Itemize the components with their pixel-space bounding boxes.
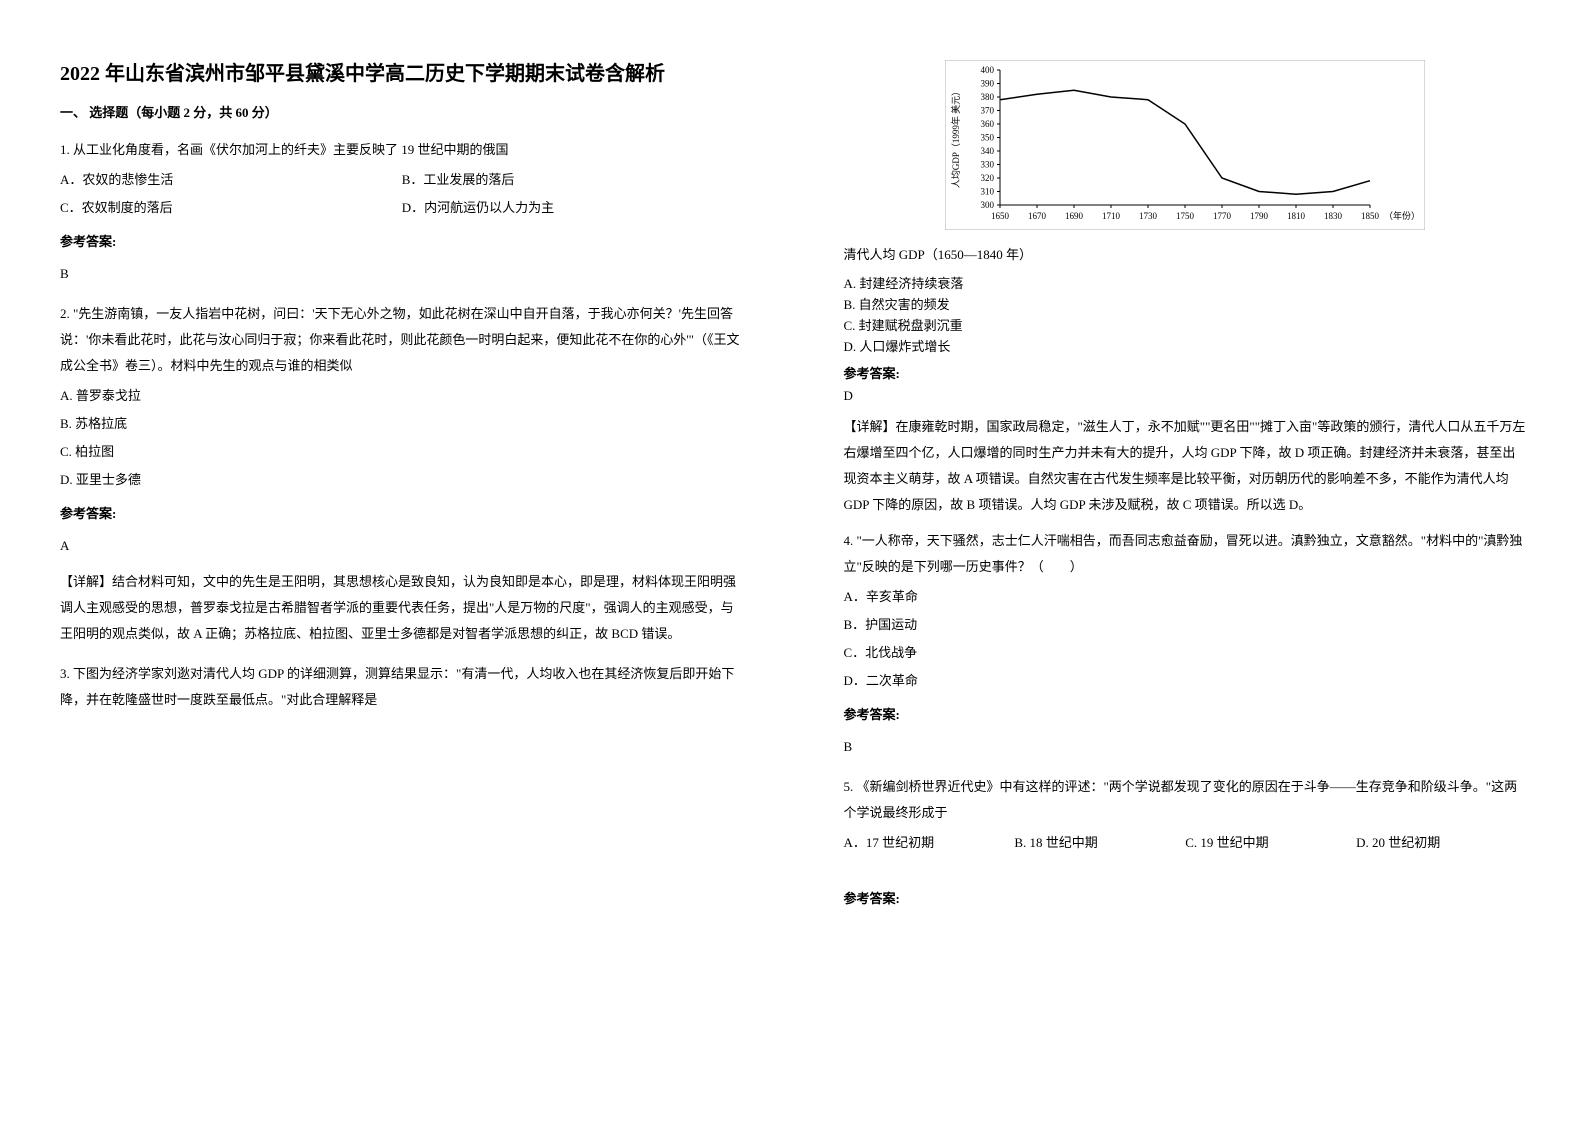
q2-option-d: D. 亚里士多德 [60,467,744,493]
q3-option-b: B. 自然灾害的频发 [844,294,1528,313]
q4-answer-label: 参考答案: [844,702,1528,728]
q3-option-c: C. 封建赋税盘剥沉重 [844,315,1528,334]
right-column: 300 310 320 330 340 350 360 370 380 390 400 1650 167… [794,0,1587,1122]
svg-text:1730: 1730 [1139,211,1158,221]
svg-text:300: 300 [981,200,995,210]
svg-text:330: 330 [981,160,995,170]
svg-text:370: 370 [981,106,995,116]
section-header: 一、 选择题（每小题 2 分，共 60 分） [60,102,744,121]
q1-text: 1. 从工业化角度看，名画《伏尔加河上的纤夫》主要反映了 19 世纪中期的俄国 [60,137,744,163]
q3-option-a: A. 封建经济持续衰落 [844,273,1528,292]
q2-explanation: 【详解】结合材料可知，文中的先生是王阳明，其思想核心是致良知，认为良知即是本心，… [60,569,744,647]
q2-option-c: C. 柏拉图 [60,439,744,465]
q2-answer: A [60,533,744,559]
q5-option-a: A．17 世纪初期 [844,830,1015,856]
question-3-intro: 3. 下图为经济学家刘逖对清代人均 GDP 的详细测算，测算结果显示："有清一代… [60,661,744,713]
svg-text:人均GDP（1999年 美元）: 人均GDP（1999年 美元） [950,87,961,188]
q4-option-b: B．护国运动 [844,612,1528,638]
svg-text:320: 320 [981,173,995,183]
svg-text:1790: 1790 [1250,211,1269,221]
svg-text:1810: 1810 [1287,211,1306,221]
gdp-chart-svg: 300 310 320 330 340 350 360 370 380 390 400 1650 167… [945,60,1425,230]
q2-answer-label: 参考答案: [60,501,744,527]
question-5: 5. 《新编剑桥世界近代史》中有这样的评述："两个学说都发现了变化的原因在于斗争… [844,774,1528,912]
q5-option-d: D. 20 世纪初期 [1356,830,1527,856]
q4-option-c: C．北伐战争 [844,640,1528,666]
svg-text:1830: 1830 [1324,211,1343,221]
svg-text:350: 350 [981,133,995,143]
q4-option-d: D．二次革命 [844,668,1528,694]
q1-option-b: B．工业发展的落后 [402,167,744,193]
gdp-chart: 300 310 320 330 340 350 360 370 380 390 400 1650 167… [844,60,1528,230]
svg-text:1770: 1770 [1213,211,1232,221]
svg-text:1670: 1670 [1028,211,1047,221]
q2-option-b: B. 苏格拉底 [60,411,744,437]
svg-text:390: 390 [981,79,995,89]
q3-text: 3. 下图为经济学家刘逖对清代人均 GDP 的详细测算，测算结果显示："有清一代… [60,661,744,713]
q5-options: A．17 世纪初期 B. 18 世纪中期 C. 19 世纪中期 D. 20 世纪… [844,830,1528,856]
q5-option-c: C. 19 世纪中期 [1185,830,1356,856]
chart-caption: 清代人均 GDP（1650—1840 年） [844,244,1528,263]
svg-text:1710: 1710 [1102,211,1121,221]
svg-text:400: 400 [981,65,995,75]
q3-explanation: 【详解】在康雍乾时期，国家政局稳定，"滋生人丁，永不加赋""更名田""摊丁入亩"… [844,414,1528,518]
q1-option-c: C．农奴制度的落后 [60,195,402,221]
q1-answer-label: 参考答案: [60,229,744,255]
q1-answer: B [60,261,744,287]
q4-text: 4. "一人称帝，天下骚然，志士仁人汗喘相告，而吾同志愈益奋励，冒死以进。滇黔独… [844,528,1528,580]
question-1: 1. 从工业化角度看，名画《伏尔加河上的纤夫》主要反映了 19 世纪中期的俄国 … [60,137,744,287]
q1-options-row1: A．农奴的悲惨生活 B．工业发展的落后 [60,167,744,193]
question-4: 4. "一人称帝，天下骚然，志士仁人汗喘相告，而吾同志愈益奋励，冒死以进。滇黔独… [844,528,1528,760]
q1-option-a: A．农奴的悲惨生活 [60,167,402,193]
q2-text: 2. "先生游南镇，一友人指岩中花树，问曰：'天下无心外之物，如此花树在深山中自… [60,301,744,379]
svg-text:（年份）: （年份） [1384,210,1420,221]
q2-option-a: A. 普罗泰戈拉 [60,383,744,409]
svg-text:1750: 1750 [1176,211,1195,221]
left-column: 2022 年山东省滨州市邹平县黛溪中学高二历史下学期期末试卷含解析 一、 选择题… [0,0,794,1122]
question-2: 2. "先生游南镇，一友人指岩中花树，问曰：'天下无心外之物，如此花树在深山中自… [60,301,744,647]
q5-option-b: B. 18 世纪中期 [1014,830,1185,856]
q1-option-d: D．内河航运仍以人力为主 [402,195,744,221]
q5-text: 5. 《新编剑桥世界近代史》中有这样的评述："两个学说都发现了变化的原因在于斗争… [844,774,1528,826]
q5-answer-label: 参考答案: [844,886,1528,912]
svg-text:340: 340 [981,146,995,156]
q3-answer: D [844,388,1528,404]
q4-answer: B [844,734,1528,760]
q3-answer-label: 参考答案: [844,363,1528,382]
svg-text:360: 360 [981,119,995,129]
svg-text:1690: 1690 [1065,211,1084,221]
q4-option-a: A．辛亥革命 [844,584,1528,610]
q1-options-row2: C．农奴制度的落后 D．内河航运仍以人力为主 [60,195,744,221]
q3-option-d: D. 人口爆炸式增长 [844,336,1528,355]
svg-text:1850: 1850 [1361,211,1380,221]
svg-text:310: 310 [981,187,995,197]
svg-text:1650: 1650 [991,211,1010,221]
svg-text:380: 380 [981,92,995,102]
exam-title: 2022 年山东省滨州市邹平县黛溪中学高二历史下学期期末试卷含解析 [60,60,744,88]
